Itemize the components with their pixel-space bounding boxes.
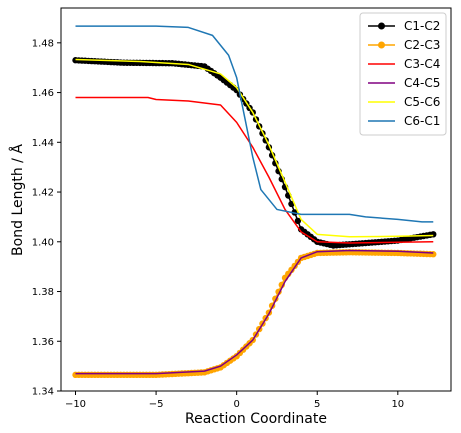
series-c2-c3 [72,249,437,379]
legend-entry-c3-c4: C3-C4 [368,57,440,71]
y-tick-label: 1.36 [32,337,54,348]
series-point [430,231,437,238]
series-line [75,25,434,223]
legend: C1-C2 C2-C3 C3-C4 C4-C5 C5-C6 C6-C1 [359,12,447,136]
legend-label: C3-C4 [404,57,440,71]
plot-marks [72,25,437,379]
legend-entry-c6-c1: C6-C1 [368,114,440,128]
x-tick-label: 5 [314,399,320,410]
series-line [75,96,434,244]
series-line [75,251,434,376]
y-tick-label: 1.46 [32,88,54,99]
series-c3-c4 [75,96,434,244]
x-tick-label: 0 [233,399,239,410]
series-point [294,217,302,225]
legend-label: C6-C1 [404,114,440,128]
legend-entry-c4-c5: C4-C5 [368,76,440,90]
legend-entry-c2-c3: C2-C3 [368,38,440,52]
legend-label: C4-C5 [404,76,440,90]
x-tick-label: −10 [65,399,86,410]
legend-label: C1-C2 [404,19,440,33]
series-line [75,58,434,238]
series-c5-c6 [75,58,434,238]
legend-marker [378,22,385,30]
legend-label: C5-C6 [404,95,440,109]
legend-entry-c1-c2: C1-C2 [368,19,440,33]
series-point [430,251,437,258]
y-axis: 1.34 1.36 1.38 1.40 1.42 1.44 1.46 1.48 [32,38,61,398]
x-axis: −10 −5 0 5 10 [65,391,404,410]
y-tick-label: 1.42 [32,188,54,199]
x-tick-label: −5 [149,399,164,410]
y-tick-label: 1.48 [32,38,54,49]
y-tick-label: 1.38 [32,287,54,298]
series-c6-c1 [75,25,434,223]
legend-label: C2-C3 [404,38,440,52]
y-tick-label: 1.44 [32,138,54,149]
x-tick-label: 10 [391,399,404,410]
series-c4-c5 [75,249,434,375]
series-line [75,249,434,375]
y-tick-label: 1.34 [32,387,54,398]
y-axis-label: Bond Length / Å [9,144,26,256]
plot-area-frame [60,7,452,392]
series-c1-c2 [72,57,437,249]
legend-marker [378,41,385,49]
x-axis-label: Reaction Coordinate [185,411,327,427]
y-tick-label: 1.40 [32,237,54,248]
legend-entry-c5-c6: C5-C6 [368,95,440,109]
